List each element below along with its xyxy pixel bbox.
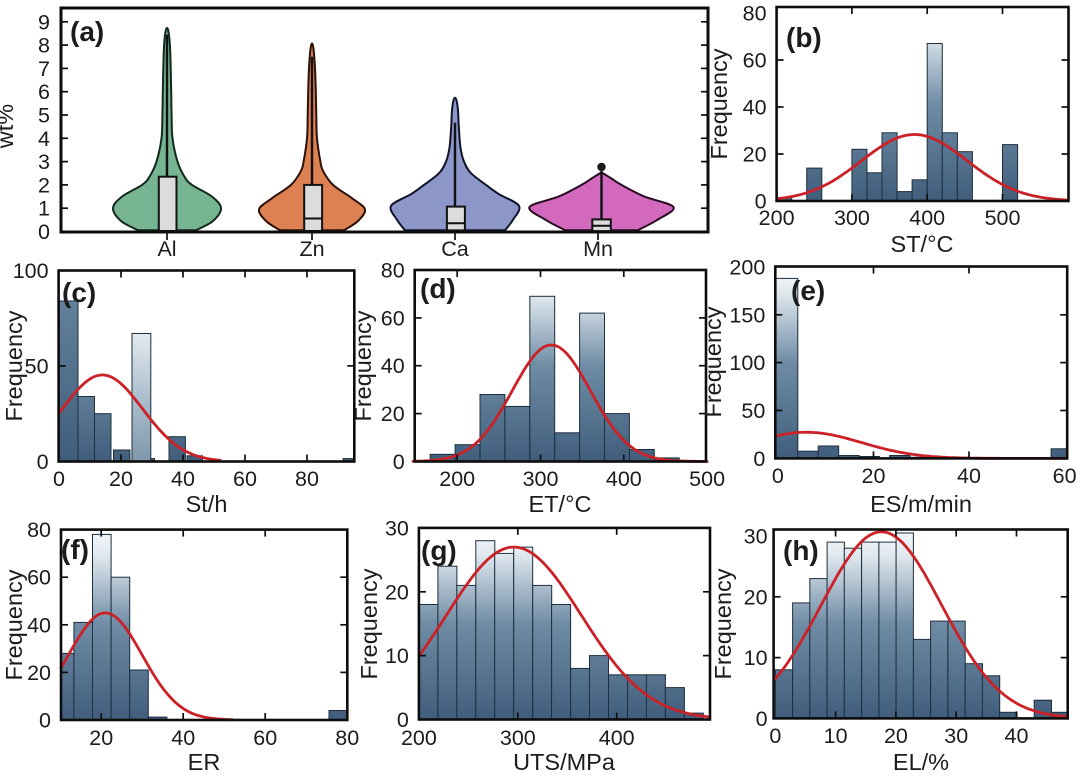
svg-text:60: 60	[233, 467, 257, 491]
svg-text:300: 300	[523, 467, 559, 491]
svg-text:ER: ER	[188, 749, 221, 775]
svg-text:20: 20	[89, 726, 113, 750]
svg-text:20: 20	[884, 724, 908, 748]
svg-text:60: 60	[27, 566, 51, 590]
svg-text:(f): (f)	[61, 534, 89, 565]
svg-text:6: 6	[38, 80, 50, 104]
svg-text:40: 40	[27, 613, 51, 637]
svg-text:Frequency: Frequency	[710, 568, 736, 679]
svg-text:Frequency: Frequency	[1, 310, 27, 421]
svg-text:400: 400	[599, 726, 635, 750]
svg-text:40: 40	[171, 467, 195, 491]
svg-text:0: 0	[38, 220, 50, 244]
svg-text:10: 10	[385, 644, 409, 668]
svg-text:10: 10	[744, 646, 768, 670]
svg-text:80: 80	[743, 2, 767, 26]
svg-text:Mn: Mn	[583, 237, 613, 261]
svg-text:500: 500	[689, 467, 725, 491]
svg-text:ST/°C: ST/°C	[891, 231, 954, 257]
svg-text:4: 4	[38, 127, 50, 151]
svg-text:0: 0	[39, 709, 51, 733]
svg-text:200: 200	[759, 206, 795, 230]
svg-text:20: 20	[385, 580, 409, 604]
svg-text:80: 80	[27, 518, 51, 542]
svg-text:40: 40	[1005, 724, 1029, 748]
svg-text:0: 0	[769, 724, 781, 748]
svg-text:Frequency: Frequency	[700, 306, 726, 417]
svg-text:Frequency: Frequency	[1, 569, 27, 680]
svg-text:0: 0	[756, 707, 768, 731]
svg-text:(e): (e)	[791, 275, 825, 306]
svg-text:50: 50	[25, 354, 49, 378]
svg-text:0: 0	[755, 190, 767, 214]
svg-text:3: 3	[38, 150, 50, 174]
svg-text:60: 60	[381, 306, 405, 330]
svg-text:ET/°C: ET/°C	[529, 491, 592, 517]
svg-text:300: 300	[500, 726, 536, 750]
svg-text:40: 40	[171, 726, 195, 750]
svg-text:30: 30	[944, 724, 968, 748]
svg-text:0: 0	[397, 708, 409, 732]
svg-text:wt%: wt%	[0, 104, 18, 150]
svg-text:1: 1	[38, 197, 50, 221]
svg-text:80: 80	[381, 259, 405, 283]
svg-text:30: 30	[744, 525, 768, 549]
svg-text:20: 20	[862, 464, 886, 488]
svg-text:500: 500	[985, 206, 1021, 230]
svg-text:UTS/MPa: UTS/MPa	[513, 749, 616, 775]
svg-text:Frequency: Frequency	[356, 568, 382, 679]
svg-text:0: 0	[393, 450, 405, 474]
svg-text:20: 20	[743, 143, 767, 167]
svg-text:20: 20	[744, 585, 768, 609]
svg-text:200: 200	[401, 726, 437, 750]
svg-text:Frequency: Frequency	[350, 310, 376, 421]
svg-text:30: 30	[385, 516, 409, 540]
svg-text:Ca: Ca	[441, 237, 469, 261]
svg-text:(c): (c)	[62, 277, 96, 308]
svg-text:60: 60	[253, 726, 277, 750]
svg-text:400: 400	[606, 467, 642, 491]
svg-text:60: 60	[743, 49, 767, 73]
svg-text:40: 40	[381, 354, 405, 378]
svg-text:80: 80	[295, 467, 319, 491]
svg-text:St/h: St/h	[186, 491, 228, 517]
svg-text:0: 0	[772, 464, 784, 488]
svg-text:(g): (g)	[421, 535, 457, 566]
svg-text:(d): (d)	[420, 273, 456, 304]
svg-text:Frequency: Frequency	[706, 48, 732, 159]
svg-text:100: 100	[729, 351, 765, 375]
svg-text:20: 20	[381, 402, 405, 426]
svg-text:20: 20	[109, 467, 133, 491]
svg-text:(b): (b)	[786, 22, 822, 53]
svg-text:Al: Al	[157, 237, 176, 261]
svg-text:10: 10	[824, 724, 848, 748]
svg-text:0: 0	[37, 450, 49, 474]
svg-text:400: 400	[909, 206, 945, 230]
svg-text:100: 100	[13, 259, 49, 283]
svg-text:300: 300	[834, 206, 870, 230]
svg-text:9: 9	[38, 10, 50, 34]
svg-text:80: 80	[335, 726, 359, 750]
svg-text:40: 40	[957, 464, 981, 488]
svg-text:60: 60	[1053, 464, 1077, 488]
svg-text:ES/m/min: ES/m/min	[870, 491, 972, 517]
svg-text:2: 2	[38, 173, 50, 197]
svg-text:Zn: Zn	[299, 237, 324, 261]
svg-text:0: 0	[753, 447, 765, 471]
svg-text:7: 7	[38, 57, 50, 81]
svg-text:5: 5	[38, 104, 50, 128]
svg-text:150: 150	[729, 303, 765, 327]
svg-text:(a): (a)	[70, 16, 104, 47]
svg-text:20: 20	[27, 661, 51, 685]
svg-text:(h): (h)	[783, 535, 819, 566]
svg-text:200: 200	[729, 255, 765, 279]
svg-text:0: 0	[53, 467, 65, 491]
svg-text:200: 200	[439, 467, 475, 491]
svg-text:EL/%: EL/%	[893, 749, 949, 775]
svg-text:8: 8	[38, 34, 50, 58]
svg-text:50: 50	[741, 399, 765, 423]
svg-text:40: 40	[743, 96, 767, 120]
